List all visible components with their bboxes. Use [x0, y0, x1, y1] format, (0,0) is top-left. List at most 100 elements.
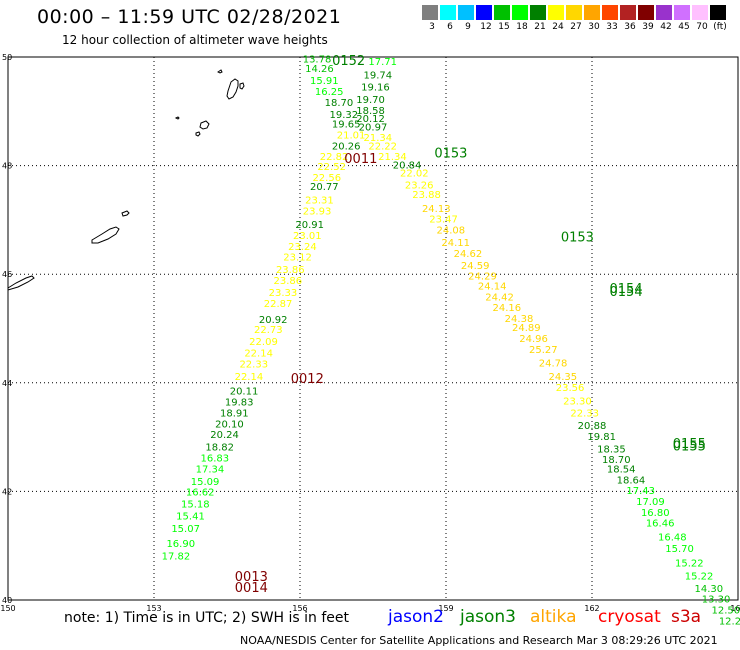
- wave-height-value: 24.35: [548, 372, 577, 383]
- wave-height-value: 18.82: [205, 443, 234, 454]
- wave-height-value: 17.34: [196, 464, 225, 475]
- pass-time-label: 0153: [434, 146, 467, 161]
- legend-swatch-label: 70: [696, 22, 708, 32]
- wave-height-value: 24.96: [519, 334, 548, 345]
- legend-swatch: [548, 5, 564, 20]
- legend-swatch: [602, 5, 618, 20]
- wave-height-value: 24.11: [441, 238, 470, 249]
- island-outline: [239, 82, 245, 90]
- wave-height-value: 20.92: [259, 315, 288, 326]
- island-outline: [174, 116, 180, 120]
- wave-height-value: 20.84: [393, 160, 422, 171]
- pass-time-label: 0013: [235, 570, 268, 585]
- satellite-name: jason3: [460, 607, 516, 627]
- pass-time-label: 0155: [673, 440, 706, 455]
- x-tick-label: 165: [730, 604, 740, 613]
- legend-swatch-label: 33: [606, 22, 618, 32]
- coastline-outlines: [7, 69, 245, 291]
- wave-height-value: 15.41: [176, 512, 205, 523]
- wave-height-value: 15.09: [191, 477, 220, 488]
- wave-height-value: 17.09: [636, 497, 665, 508]
- island-outline: [199, 120, 210, 130]
- wave-height-value: 19.65: [332, 120, 361, 131]
- wave-height-value: 22.87: [264, 299, 293, 310]
- wave-height-value: 24.08: [437, 225, 466, 236]
- y-tick-label: 50: [2, 53, 12, 62]
- axis-ticks: 150 153 156 159 162 165 40 42 44 46 48 50: [0, 53, 740, 613]
- wave-height-points: 17.7119.7419.1619.7018.5820.1220.9721.34…: [162, 54, 740, 627]
- wave-height-value: 22.14: [235, 372, 264, 383]
- wave-height-value: 22.33: [570, 408, 599, 419]
- y-tick-label: 46: [2, 270, 12, 279]
- satellite-name: s3a: [671, 607, 702, 627]
- y-tick-label: 44: [2, 379, 12, 388]
- wave-height-value: 23.31: [305, 196, 334, 207]
- legend-swatch-label: 3: [429, 22, 435, 32]
- wave-height-value: 15.22: [685, 571, 714, 582]
- wave-height-value: 24.62: [454, 249, 483, 260]
- wave-height-value: 18.64: [617, 475, 646, 486]
- x-tick-label: 159: [438, 604, 453, 613]
- legend-swatch: [584, 5, 600, 20]
- wave-height-value: 17.82: [162, 551, 191, 562]
- pass-time-label: 0155: [673, 437, 706, 452]
- wave-height-value: 24.14: [478, 281, 507, 292]
- wave-height-value: 22.73: [254, 325, 283, 336]
- legend-swatch-label: 39: [642, 22, 654, 32]
- legend-swatch-label: 9: [465, 22, 471, 32]
- pass-time-label: 0154: [610, 282, 643, 297]
- wave-height-value: 18.54: [607, 464, 636, 475]
- wave-height-value: 22.82: [320, 152, 349, 163]
- satellite-name: jason2: [388, 607, 444, 627]
- legend-swatch: [422, 5, 438, 20]
- pass-time-label: 0152: [332, 54, 365, 69]
- wave-height-value: 19.81: [587, 432, 616, 443]
- wave-height-value: 15.22: [675, 558, 704, 569]
- wave-height-value: 17.71: [368, 57, 397, 68]
- pass-labels: 0152015301530154015401550155001100120013…: [235, 54, 706, 596]
- wave-height-value: 17.43: [626, 486, 655, 497]
- wave-height-value: 16.62: [186, 488, 215, 499]
- legend-swatch: [674, 5, 690, 20]
- legend-swatch-label: 30: [588, 22, 600, 32]
- wave-height-value: 16.25: [315, 87, 344, 98]
- legend-swatch: [458, 5, 474, 20]
- y-tick-label: 48: [2, 162, 12, 171]
- legend-swatch-label: 45: [678, 22, 690, 32]
- island-outline: [91, 226, 120, 244]
- wave-height-value: 23.30: [563, 397, 592, 408]
- wave-height-value: 12.50: [712, 606, 740, 617]
- wave-height-value: 22.02: [400, 168, 429, 179]
- legend-swatch: [440, 5, 456, 20]
- wave-height-value: 20.77: [310, 182, 339, 193]
- x-tick-label: 150: [0, 604, 15, 613]
- wave-height-value: 23.86: [274, 276, 303, 287]
- wave-height-value: 19.32: [329, 110, 358, 121]
- wave-height-value: 23.86: [276, 265, 305, 276]
- legend-swatch: [530, 5, 546, 20]
- wave-height-value: 21.34: [364, 133, 393, 144]
- pass-time-label: 0153: [561, 231, 594, 246]
- wave-height-value: 24.89: [512, 323, 541, 334]
- legend-swatch-label: 36: [624, 22, 636, 32]
- pass-time-label: 0011: [344, 152, 377, 167]
- legend-swatch-label: 27: [570, 22, 582, 32]
- wave-height-value: 14.26: [305, 64, 334, 75]
- legend-swatch: [620, 5, 636, 20]
- chart-subtitle: 12 hour collection of altimeter wave hei…: [62, 33, 328, 47]
- wave-height-value: 23.33: [269, 288, 298, 299]
- legend-swatch-label: 6: [447, 22, 453, 32]
- wave-height-value: 18.70: [325, 98, 354, 109]
- legend-swatch-label: 15: [498, 22, 510, 32]
- legend-swatch: [638, 5, 654, 20]
- pass-time-label: 0014: [235, 581, 268, 596]
- wave-height-value: 20.12: [356, 114, 385, 125]
- wave-height-value: 19.16: [361, 83, 390, 94]
- chart-title: 00:00 – 11:59 UTC 02/28/2021: [37, 6, 342, 28]
- legend-swatch: [710, 5, 726, 20]
- x-tick-label: 156: [292, 604, 307, 613]
- credit-line: NOAA/NESDIS Center for Satellite Applica…: [240, 634, 718, 647]
- wave-height-value: 23.47: [429, 215, 458, 226]
- wave-height-value: 24.38: [505, 314, 534, 325]
- pass-time-label: 0012: [291, 372, 324, 387]
